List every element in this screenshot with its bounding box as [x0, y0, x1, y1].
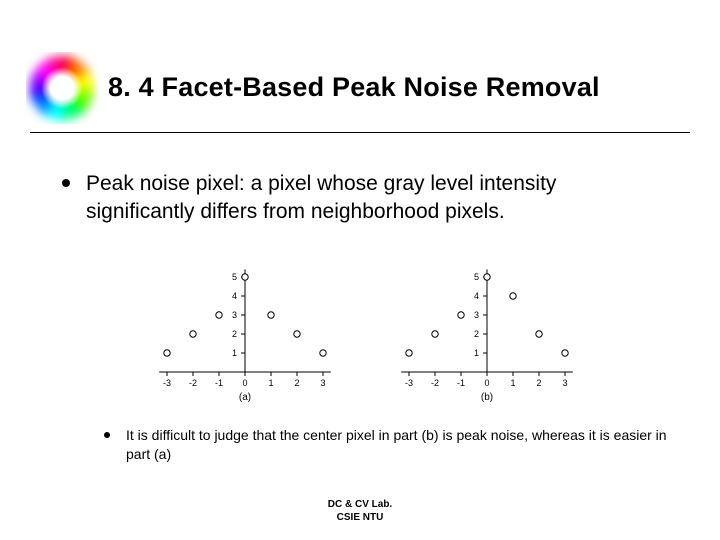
svg-text:3: 3	[474, 310, 479, 320]
svg-text:5: 5	[232, 272, 237, 282]
svg-text:3: 3	[320, 378, 325, 388]
chart-panel-b: -3 -2 -1 0 1 2 3 1 2 3 4 5 (b)	[388, 254, 586, 404]
svg-text:3: 3	[232, 310, 237, 320]
color-wheel-logo	[26, 52, 98, 124]
bullet-icon	[104, 432, 110, 438]
svg-text:-3: -3	[405, 378, 413, 388]
footer-line-1: DC & CV Lab.	[0, 499, 720, 512]
svg-text:3: 3	[562, 378, 567, 388]
chart-panel-a: -3 -2 -1 0 1 2 3 1 2 3 4 5 (a)	[146, 254, 344, 404]
slide: 8. 4 Facet-Based Peak Noise Removal Peak…	[0, 0, 720, 540]
svg-text:2: 2	[294, 378, 299, 388]
svg-text:-1: -1	[457, 378, 465, 388]
svg-text:4: 4	[474, 291, 479, 301]
charts-figure: -3 -2 -1 0 1 2 3 1 2 3 4 5 (a) -3 -2 -1 0 1 2 3 1 2 3 4 5 (b)	[146, 254, 586, 404]
svg-text:2: 2	[536, 378, 541, 388]
main-bullet-text: Peak noise pixel: a pixel whose gray lev…	[86, 170, 662, 227]
title-underline	[30, 132, 690, 133]
svg-text:-3: -3	[163, 378, 171, 388]
svg-text:4: 4	[232, 291, 237, 301]
svg-text:2: 2	[474, 329, 479, 339]
footer: DC & CV Lab. CSIE NTU	[0, 499, 720, 524]
svg-text:0: 0	[242, 378, 247, 388]
slide-title: 8. 4 Facet-Based Peak Noise Removal	[108, 72, 600, 103]
svg-text:1: 1	[510, 378, 515, 388]
svg-text:(a): (a)	[239, 392, 251, 403]
sub-bullet-text: It is difficult to judge that the center…	[126, 426, 674, 464]
svg-text:-2: -2	[189, 378, 197, 388]
sub-bullet: It is difficult to judge that the center…	[104, 426, 674, 464]
bullet-icon	[62, 179, 70, 187]
svg-text:5: 5	[474, 272, 479, 282]
svg-text:-2: -2	[431, 378, 439, 388]
svg-text:(b): (b)	[481, 392, 493, 403]
svg-text:2: 2	[232, 329, 237, 339]
svg-text:1: 1	[232, 348, 237, 358]
svg-text:0: 0	[484, 378, 489, 388]
svg-text:1: 1	[474, 348, 479, 358]
svg-text:1: 1	[268, 378, 273, 388]
main-bullet: Peak noise pixel: a pixel whose gray lev…	[62, 170, 662, 227]
footer-line-2: CSIE NTU	[0, 512, 720, 525]
svg-text:-1: -1	[215, 378, 223, 388]
